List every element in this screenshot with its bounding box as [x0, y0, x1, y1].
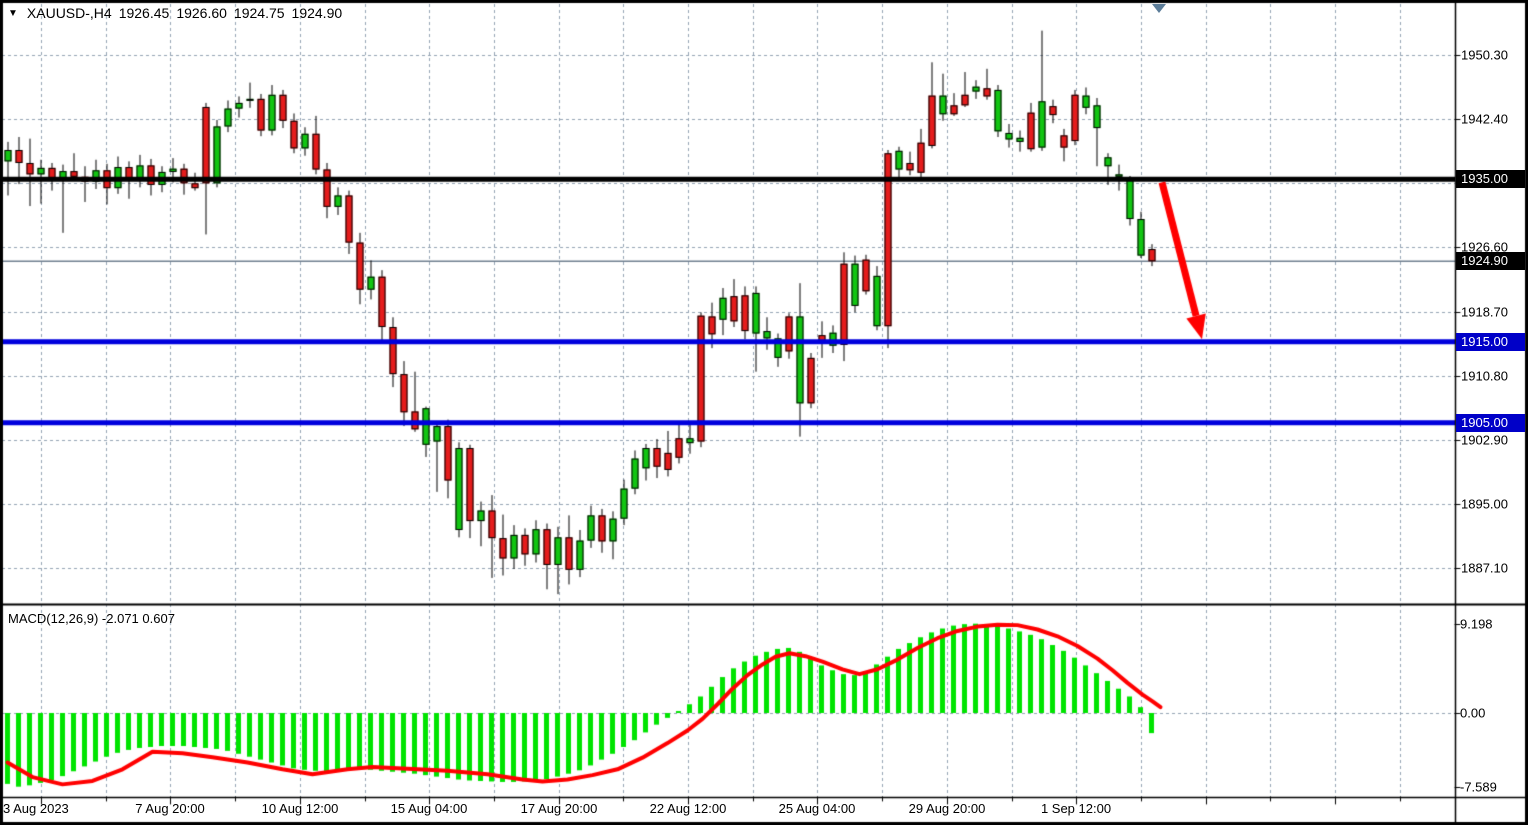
quote-open: 1926.45 — [118, 5, 170, 21]
price-axis-label: 1950.30 — [1461, 47, 1508, 63]
price-axis-label: 1942.40 — [1461, 111, 1508, 127]
price-axis-label: 1887.10 — [1461, 560, 1508, 576]
indicator-label: MACD(12,26,9) -2.071 0.607 — [8, 611, 175, 626]
time-axis-label: 25 Aug 04:00 — [778, 801, 856, 816]
price-badge-1915.00[interactable]: 1915.00 — [1456, 332, 1525, 351]
time-axis-label: 7 Aug 20:00 — [135, 801, 205, 816]
macd-scale-label: -7.589 — [1460, 779, 1497, 795]
time-axis-label: 1 Sep 12:00 — [1040, 801, 1112, 816]
symbol-period-label: XAUUSD-,H4 — [26, 5, 112, 21]
time-axis-label: 15 Aug 04:00 — [390, 801, 468, 816]
collapse-triangle-icon[interactable]: ▼ — [8, 7, 18, 19]
price-axis-label: 1910.80 — [1461, 368, 1508, 384]
quote-high: 1926.60 — [176, 5, 227, 21]
price-axis-label: 1918.70 — [1461, 304, 1508, 320]
macd-scale-label: 9.198 — [1460, 616, 1493, 632]
price-badge-1905.00[interactable]: 1905.00 — [1456, 413, 1525, 432]
time-axis-label: 3 Aug 2023 — [3, 801, 69, 816]
time-axis-label: 10 Aug 12:00 — [261, 801, 339, 816]
chart-title: ▼ XAUUSD-,H4 1926.45 1926.60 1924.75 192… — [8, 5, 342, 21]
price-axis-label: 1926.60 — [1461, 239, 1508, 255]
quote-low: 1924.75 — [233, 5, 285, 21]
price-badge-1935.00[interactable]: 1935.00 — [1456, 170, 1525, 189]
price-axis-label: 1902.90 — [1461, 432, 1508, 448]
quote-close: 1924.90 — [291, 5, 343, 21]
time-axis-label: 17 Aug 20:00 — [520, 801, 598, 816]
price-axis-label: 1895.00 — [1461, 496, 1508, 512]
time-axis-label: 29 Aug 20:00 — [908, 801, 986, 816]
time-axis-label: 22 Aug 12:00 — [649, 801, 727, 816]
chart-shift-marker-icon[interactable] — [1152, 4, 1166, 13]
macd-scale-label: 0.00 — [1460, 705, 1486, 721]
price-badge-1924.90[interactable]: 1924.90 — [1456, 252, 1525, 271]
